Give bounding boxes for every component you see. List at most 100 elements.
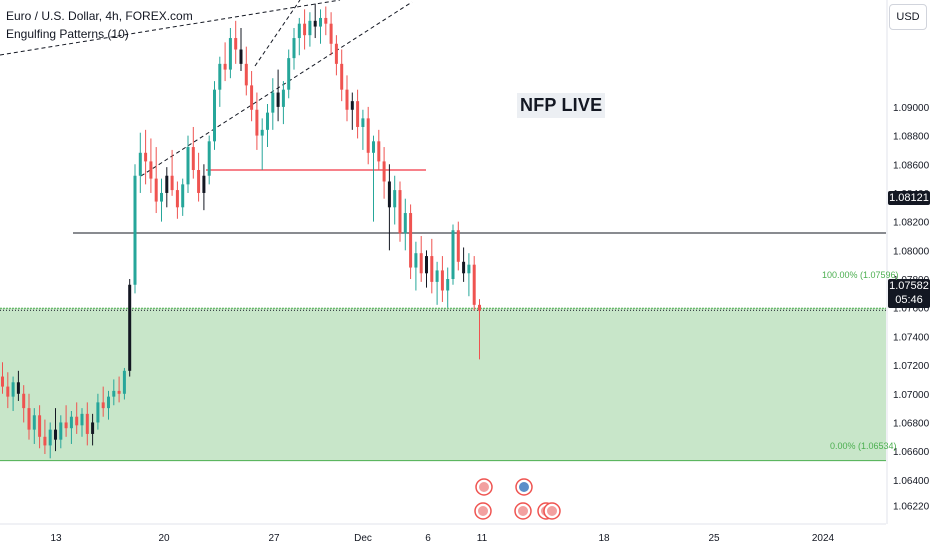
candle-body: [175, 190, 179, 208]
candle-body: [138, 152, 142, 176]
symbol-title[interactable]: Euro / U.S. Dollar, 4h, FOREX.com: [6, 9, 193, 23]
candle-body: [59, 422, 63, 440]
candle-body: [313, 20, 317, 27]
price-tick-label: 1.06800: [893, 418, 930, 429]
candle-body: [292, 38, 296, 59]
candle-body: [96, 402, 100, 423]
indicator-title[interactable]: Engulfing Patterns (10): [6, 27, 129, 41]
time-tick-label: 25: [708, 533, 720, 544]
candle-body: [334, 43, 338, 64]
candle-body: [319, 17, 322, 27]
nfp-annotation[interactable]: NFP LIVE: [517, 93, 606, 118]
candle-body: [467, 264, 471, 274]
price-tick-label: 1.07000: [893, 390, 930, 401]
candle-body: [234, 38, 238, 50]
price-tick-label: 1.08800: [893, 132, 930, 143]
candle-body: [181, 184, 185, 208]
candle-body: [329, 23, 333, 44]
candle-body: [382, 161, 386, 182]
candle-body: [117, 390, 121, 394]
candle-body: [228, 38, 232, 70]
candle-body: [1, 376, 4, 387]
price-tick-label: 1.08000: [893, 246, 930, 257]
candle-body: [393, 190, 397, 208]
candle-body: [244, 63, 248, 86]
candle-body: [297, 23, 301, 39]
candle-body: [324, 17, 328, 24]
time-tick-label: Dec: [354, 533, 372, 544]
economic-event-icon-inner: [519, 482, 529, 492]
candle-body: [387, 181, 391, 208]
candle-body: [165, 175, 169, 193]
horizontal-line-price-tag: 1.08121: [888, 191, 930, 205]
candle-body: [91, 422, 95, 434]
current-price-value: 1.07582: [889, 280, 929, 292]
candle-body: [472, 264, 476, 305]
candle-body: [266, 112, 269, 130]
candle-body: [287, 58, 291, 90]
candle-body: [197, 170, 201, 193]
inner-trend-line: [254, 0, 301, 67]
price-tick-label: 1.06400: [893, 476, 930, 487]
candle-body: [462, 261, 466, 274]
time-axis-bg: [0, 524, 932, 550]
candle-body: [223, 63, 227, 70]
candle-body: [356, 101, 360, 127]
candle-body: [255, 109, 259, 136]
candle-body: [260, 129, 264, 136]
fib-bottom-label: 0.00% (1.06534): [830, 441, 897, 451]
economic-event-icon-inner: [547, 506, 557, 516]
candle-body: [32, 415, 36, 430]
time-tick-label: 2024: [812, 533, 835, 544]
candle-body: [271, 92, 275, 113]
price-tick-label: 1.07400: [893, 332, 930, 343]
candle-body: [133, 175, 137, 285]
candle-body: [144, 152, 148, 162]
time-tick-label: 20: [158, 533, 170, 544]
candle-body: [425, 256, 428, 274]
chart-legend: Euro / U.S. Dollar, 4h, FOREX.com Engulf…: [6, 7, 193, 43]
candle-body: [112, 390, 116, 397]
price-tick-label: 1.07200: [893, 361, 930, 372]
candle-body: [281, 89, 285, 107]
candle-body: [403, 213, 407, 234]
candle-body: [54, 429, 57, 440]
price-tick-label: 1.09000: [893, 103, 930, 114]
price-tick-label: 1.06220: [893, 502, 930, 513]
upper-trend-line: [0, 0, 341, 56]
candle-body: [22, 393, 26, 409]
price-tick-label: 1.08200: [893, 218, 930, 229]
candle-body: [419, 253, 423, 274]
candle-body: [38, 415, 42, 437]
candle-body: [6, 386, 10, 397]
candle-body: [69, 416, 73, 429]
candle-body: [409, 213, 413, 268]
candle-body: [451, 230, 455, 280]
candle-body: [218, 63, 222, 90]
candle-body: [340, 63, 344, 90]
candle-body: [276, 92, 280, 107]
candle-body: [191, 147, 195, 171]
candle-body: [372, 141, 375, 153]
candle-body: [456, 230, 460, 262]
time-tick-label: 11: [477, 533, 488, 544]
time-axis-layer: 13 20 27 Dec 6 11 18 25 2024: [0, 523, 932, 550]
drawing-lines-layer: [0, 0, 886, 311]
candle-body: [101, 402, 105, 409]
candle-body: [186, 147, 190, 185]
candle-body: [75, 416, 79, 426]
economic-event-icon-inner: [518, 506, 528, 516]
candles-layer: [1, 3, 481, 459]
candle-body: [11, 382, 15, 397]
candle-body: [202, 175, 206, 193]
candle-body: [350, 101, 354, 110]
price-axis-bg: [887, 0, 932, 550]
candle-body: [345, 89, 349, 110]
currency-button[interactable]: USD: [889, 4, 927, 30]
fib-zone: [0, 308, 886, 461]
candle-body: [122, 370, 126, 394]
candle-body: [478, 304, 481, 311]
candle-body: [107, 396, 110, 409]
time-tick-label: 18: [598, 533, 610, 544]
